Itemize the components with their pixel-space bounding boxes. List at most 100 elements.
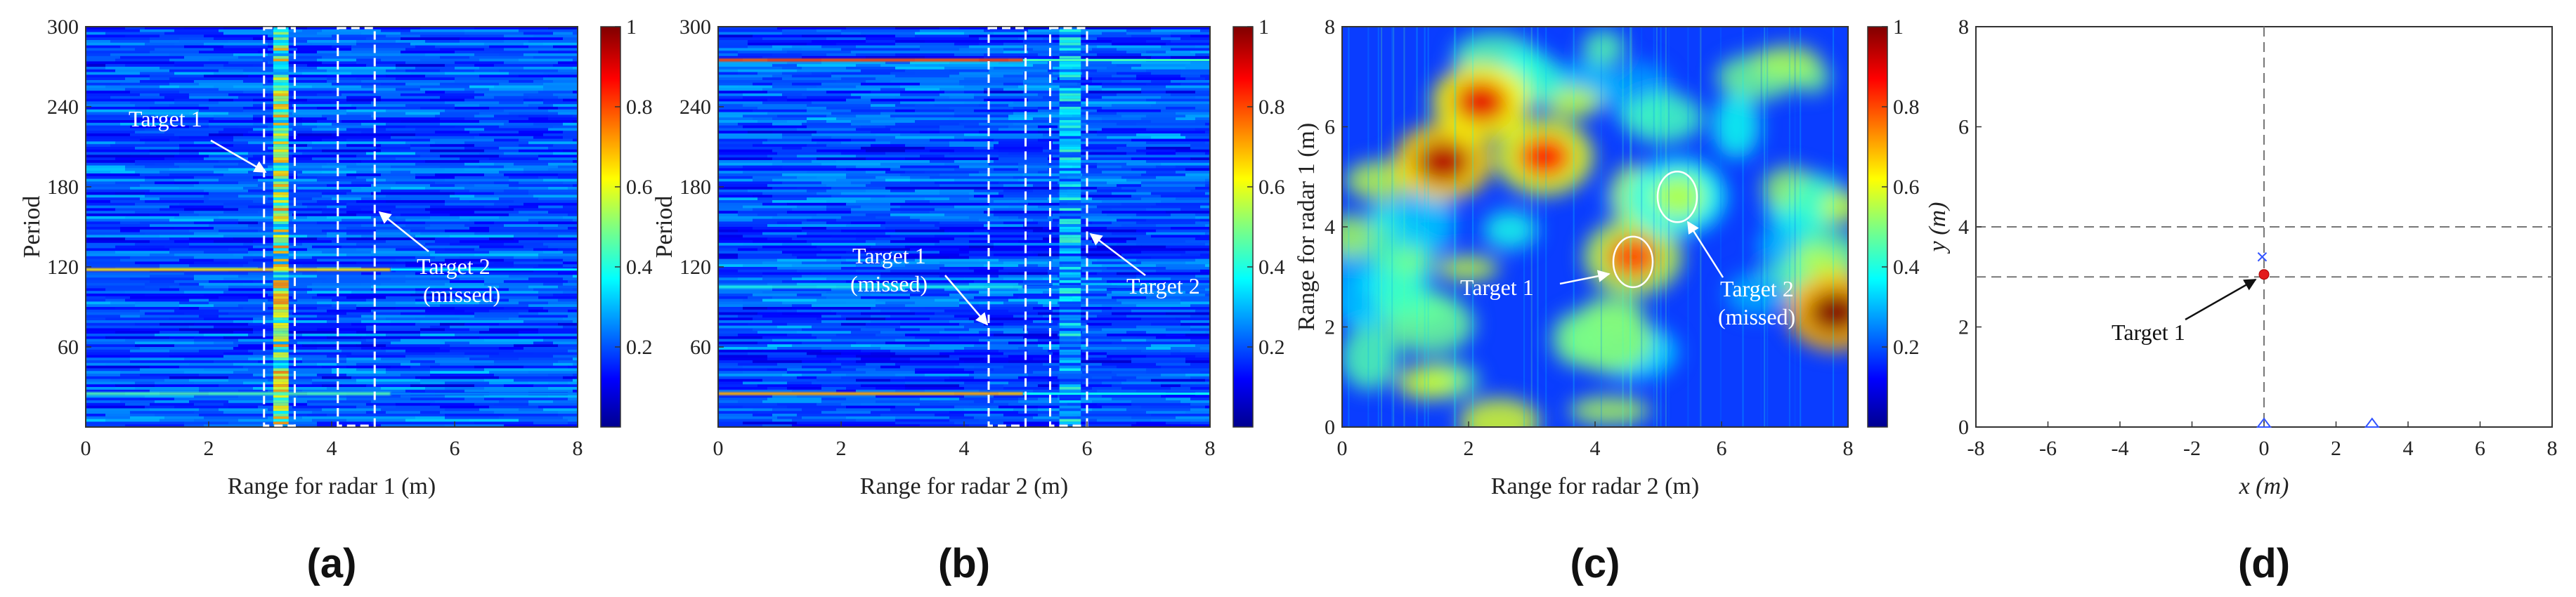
heat-cell [204,74,249,78]
heat-cell [223,235,278,238]
heat-cell [876,254,896,257]
heat-cell [821,294,871,297]
heat-cell [253,240,278,244]
heat-bright-row [86,268,391,271]
heat-cell [464,88,490,91]
heat-cell [489,371,529,374]
heat-cell [105,67,160,70]
heat-cell [782,48,802,51]
heat-cell [543,339,578,342]
heat-cell [876,368,916,372]
heat-cell [900,85,965,88]
heat-cell [797,309,832,313]
heat-cell [1185,64,1210,67]
heat-cell [989,341,1009,345]
heat-cell [718,149,773,153]
heat-cell [558,224,578,228]
heat-cell [925,147,975,150]
heat-cell [287,269,318,273]
heat-cell [573,160,578,164]
heat-cell [1013,176,1068,180]
y-tick-label: 2 [1325,316,1335,339]
heat-cell [767,184,827,188]
heat-cell [738,315,763,318]
heat-cell [994,147,1043,150]
heat-blob [1582,29,1625,66]
heat-cell [130,355,170,358]
heat-cell [718,227,753,230]
heat-cell [514,162,549,166]
heat-cell [317,237,347,241]
heat-cell [939,331,980,334]
heat-cell [410,365,431,369]
heat-cell [718,42,748,46]
heat-cell [425,227,470,230]
heat-cell [543,88,578,91]
heat-cell [846,416,896,420]
heat-cell [322,29,382,33]
heat-cell [164,379,190,382]
heat-cell [826,221,852,225]
heat-cell [905,264,945,268]
heat-cell [861,349,891,353]
heat-cell [361,32,401,35]
heat-cell [214,240,254,244]
heat-target-cell [273,285,289,289]
heat-cell [757,214,778,217]
heat-cell [1003,227,1024,230]
heat-cell [939,88,984,91]
heat-cell [1146,69,1181,73]
heat-cell [856,200,906,204]
heat-cell [494,51,539,54]
heat-cell [386,368,431,372]
heat-cell [450,298,490,302]
heat-cell [1102,200,1162,204]
heat-cell [1171,347,1201,350]
heat-cell [1136,258,1196,262]
heat-cell [920,77,965,81]
heat-cell [115,141,145,145]
heat-cell [248,368,268,372]
heat-cell [356,381,377,385]
heat-target-cell [273,37,289,41]
heat-cell [248,205,283,209]
heat-target-cell [273,227,289,230]
heat-cell [772,45,793,48]
heat-cell [910,296,975,300]
heat-target-cell [273,141,289,145]
heat-cell [797,282,861,287]
heat-cell [135,162,155,166]
heat-cell [184,27,224,30]
heat-cell [514,208,578,211]
heat-cell [718,91,768,94]
heat-cell [460,40,505,44]
heat-cell [772,178,837,182]
heat-cell [1112,40,1147,44]
heat-cell [499,285,529,289]
heat-cell [1151,27,1210,30]
heat-target-cell [273,229,289,233]
heat-cell [484,128,549,131]
heat-cell [405,61,455,65]
heat-cell [979,122,1014,126]
heat-cell [890,355,950,358]
heat-cell [989,272,1009,275]
heat-cell [145,200,204,204]
heat-cell [1151,419,1206,422]
heat-target-cell [273,245,289,249]
heat-cell [856,165,901,169]
heat-target-cell [273,322,289,327]
heat-cell [1077,379,1127,382]
heat-cell [514,344,559,348]
heat-cell [381,272,416,275]
heat-cell [297,133,332,137]
heat-cell [812,27,847,30]
heat-cell [1102,32,1127,35]
heat-cell [150,280,175,284]
heat-cell [430,365,475,369]
heat-cell [1195,341,1210,345]
heat-target-cell [1059,202,1081,206]
heat-cell [753,218,807,222]
heat-cell [1126,32,1171,35]
